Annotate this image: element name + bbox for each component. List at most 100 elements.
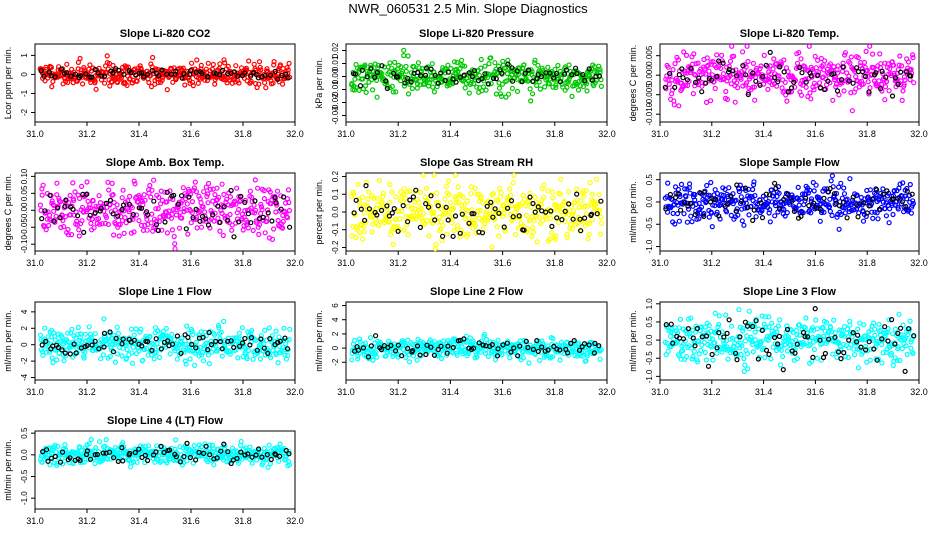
data-point — [867, 43, 873, 49]
data-point — [696, 200, 702, 206]
data-point — [775, 79, 781, 85]
data-point — [888, 317, 895, 323]
data-point — [139, 205, 145, 211]
data-point — [537, 215, 543, 221]
data-point — [403, 63, 409, 70]
data-point — [758, 200, 764, 206]
data-point — [438, 70, 444, 76]
data-point — [174, 333, 180, 339]
data-point — [206, 180, 212, 187]
data-point — [890, 62, 897, 68]
data-point — [841, 191, 848, 197]
data-point — [359, 67, 365, 73]
data-point — [722, 197, 728, 203]
data-point — [585, 236, 591, 242]
x-tick-label: 31.8 — [546, 129, 564, 139]
data-point — [111, 332, 117, 338]
y-tick-label: 0.00 — [331, 68, 340, 84]
data-point — [462, 201, 468, 207]
data-point — [739, 49, 746, 55]
data-point — [169, 341, 176, 347]
data-point — [854, 192, 860, 198]
data-point — [454, 59, 460, 66]
data-point — [896, 311, 902, 317]
data-point — [665, 64, 671, 70]
data-point — [797, 64, 803, 71]
data-point — [706, 214, 712, 220]
data-point — [371, 195, 377, 201]
data-point — [840, 199, 847, 205]
data-point — [223, 199, 229, 205]
data-point — [904, 351, 910, 358]
data-point — [752, 193, 758, 199]
data-point — [275, 217, 281, 224]
data-point — [206, 361, 212, 367]
data-point — [391, 206, 397, 212]
data-point — [803, 76, 809, 82]
data-point — [815, 72, 821, 79]
data-point — [522, 70, 528, 76]
data-point — [729, 43, 735, 49]
data-point — [892, 326, 899, 332]
x-tick-label: 31.4 — [130, 129, 148, 139]
data-point — [145, 212, 151, 218]
data-point — [450, 233, 456, 239]
data-point — [255, 185, 261, 191]
data-point — [567, 221, 574, 227]
data-point — [903, 204, 909, 210]
data-point — [586, 220, 593, 227]
data-point — [286, 207, 292, 214]
data-point — [777, 64, 783, 70]
data-point — [538, 74, 545, 80]
data-point — [252, 207, 259, 213]
data-point — [451, 59, 458, 65]
data-point — [67, 351, 73, 357]
data-point — [388, 227, 395, 233]
data-point — [784, 98, 790, 104]
data-point — [118, 72, 124, 78]
data-point — [221, 57, 227, 63]
data-point — [814, 355, 820, 361]
data-point — [827, 196, 833, 202]
data-point — [65, 330, 71, 336]
data-point — [907, 181, 913, 188]
data-point — [68, 232, 75, 238]
data-point — [405, 91, 412, 97]
chart-title: Slope Line 2 Flow — [430, 286, 523, 298]
data-point — [482, 71, 488, 77]
data-point — [351, 210, 357, 216]
data-point — [821, 58, 828, 64]
data-point — [107, 197, 114, 203]
x-tick-label: 31.0 — [26, 516, 44, 526]
data-point — [103, 437, 109, 443]
data-point — [707, 98, 714, 104]
data-point — [667, 73, 673, 79]
data-point — [568, 204, 574, 210]
data-point — [420, 172, 426, 178]
chart-title: Slope Line 3 Flow — [743, 286, 836, 298]
data-point — [900, 88, 906, 94]
data-point — [401, 83, 407, 89]
data-point — [379, 71, 385, 77]
data-point — [402, 195, 409, 201]
data-point — [374, 69, 380, 76]
data-point — [242, 70, 248, 76]
data-point — [86, 215, 92, 221]
data-point — [59, 347, 65, 353]
data-point — [236, 80, 242, 86]
data-point — [876, 78, 882, 84]
data-point — [539, 208, 545, 214]
data-point — [841, 185, 847, 191]
data-point — [849, 108, 856, 114]
data-point — [716, 58, 722, 64]
data-point — [107, 83, 113, 89]
data-point — [201, 189, 207, 195]
data-point — [357, 229, 363, 236]
data-point — [106, 338, 112, 344]
data-point — [363, 183, 369, 189]
data-point — [578, 228, 584, 234]
plot-frame — [34, 430, 296, 510]
data-point — [767, 219, 773, 225]
data-point — [734, 182, 740, 188]
data-point — [245, 225, 251, 231]
